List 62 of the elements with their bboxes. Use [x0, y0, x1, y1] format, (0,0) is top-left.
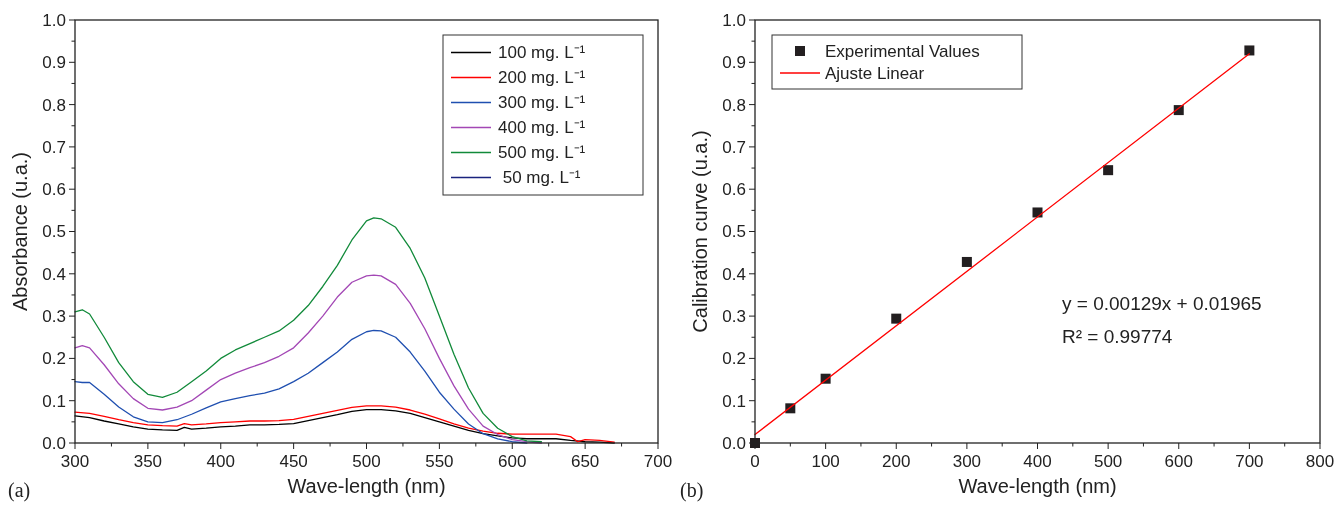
y-tick-label: 1.0 — [722, 10, 746, 30]
annotation: R² = 0.99774 — [1062, 326, 1173, 347]
legend-label: 50 mg. L⁻¹ — [498, 168, 581, 188]
x-tick-label: 450 — [279, 452, 308, 471]
legend-label: 100 mg. L⁻¹ — [498, 43, 586, 63]
x-tick-label: 650 — [570, 452, 600, 471]
legend-label: 500 mg. L⁻¹ — [498, 143, 586, 163]
x-tick-label: 800 — [1305, 452, 1335, 471]
point — [1032, 207, 1043, 218]
y-tick-label: 0.4 — [42, 264, 66, 284]
x-tick-label: 300 — [952, 452, 982, 471]
y-tick-label: 0.7 — [42, 137, 66, 157]
y-tick-label: 0.4 — [722, 264, 746, 284]
y-tick-label: 1.0 — [42, 10, 66, 30]
legend-label: Ajuste Linear — [825, 63, 925, 83]
x-tick-label: 300 — [60, 452, 90, 471]
y-tick-label: 0.5 — [42, 222, 66, 242]
y-axis-title: Calibration curve (u.a.) — [689, 130, 711, 333]
y-tick-label: 0.3 — [722, 307, 746, 327]
legend-label: 300 mg. L⁻¹ — [498, 93, 586, 113]
y-tick-label: 0.9 — [722, 53, 746, 73]
x-axis-title: Wave-length (nm) — [287, 475, 446, 497]
y-tick-label: 0.2 — [722, 349, 746, 369]
x-tick-label: 0 — [750, 452, 760, 471]
legend-label: 400 mg. L⁻¹ — [498, 118, 586, 138]
legend-label: Experimental Values — [825, 41, 980, 61]
x-axis-title: Wave-length (nm) — [958, 475, 1117, 497]
x-tick-label: 600 — [498, 452, 527, 471]
y-tick-label: 0.3 — [42, 307, 66, 327]
text: (b) — [680, 479, 704, 502]
point — [1103, 165, 1114, 176]
y-tick-label: 0.6 — [722, 180, 746, 200]
y-tick-label: 0.6 — [42, 180, 66, 200]
point — [961, 256, 972, 267]
x-tick-label: 100 — [811, 452, 840, 471]
x-tick-label: 200 — [882, 452, 911, 471]
y-tick-label: 0.2 — [42, 349, 66, 369]
y-tick-label: 0.1 — [42, 391, 66, 411]
annotation: y = 0.00129x + 0.01965 — [1062, 293, 1262, 314]
x-tick-label: 400 — [1023, 452, 1052, 471]
x-tick-label: 700 — [1235, 452, 1264, 471]
x-tick-label: 700 — [643, 452, 673, 471]
text: (a) — [8, 479, 31, 502]
x-tick-label: 550 — [425, 452, 454, 471]
y-tick-label: 0.7 — [722, 137, 746, 157]
x-tick-label: 500 — [1093, 452, 1123, 471]
y-tick-label: 0.0 — [42, 433, 66, 453]
x-tick-label: 350 — [133, 452, 163, 471]
y-tick-label: 0.5 — [722, 222, 746, 242]
point — [1244, 45, 1255, 56]
y-tick-label: 0.8 — [722, 95, 746, 115]
x-tick-label: 600 — [1164, 452, 1193, 471]
y-tick-label: 0.9 — [42, 53, 66, 73]
y-tick-label: 0.8 — [42, 95, 66, 115]
y-tick-label: 0.0 — [722, 433, 746, 453]
y-axis-title: Absorbance (u.a.) — [9, 152, 31, 311]
legend-label: 200 mg. L⁻¹ — [498, 68, 586, 88]
line-series — [74, 217, 543, 443]
x-tick-label: 400 — [206, 452, 235, 471]
x-tick-label: 500 — [352, 452, 381, 471]
y-tick-label: 0.1 — [722, 391, 746, 411]
point — [891, 313, 902, 324]
